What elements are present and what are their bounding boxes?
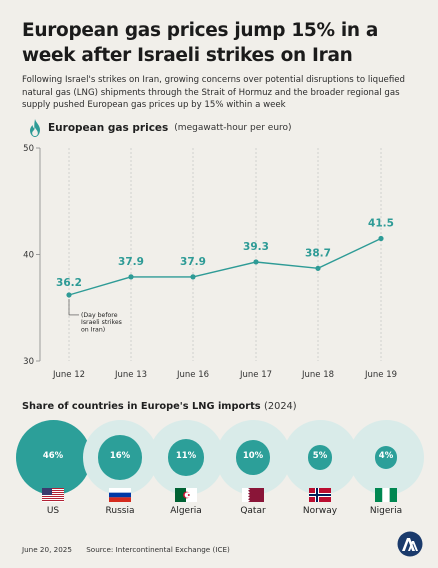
share-year: (2024) (264, 401, 297, 412)
y-tick-label: 30 (23, 357, 34, 367)
bubble-percent: 4% (378, 451, 394, 461)
page-title: European gas prices jump 15% in a week a… (22, 20, 379, 66)
x-tick-label: June 18 (301, 370, 334, 380)
nigeria-flag-icon (375, 488, 397, 502)
bubble-percent: 46% (42, 451, 64, 461)
data-point (66, 292, 72, 298)
russia-flag-icon (109, 488, 131, 502)
annotation-connector (68, 298, 79, 316)
data-point (128, 274, 134, 280)
bubble-fill (374, 446, 398, 469)
gas-price-line-chart: 30 40 50 June 12 June 13 June 16 June 17 June 1… (23, 144, 397, 380)
data-label: 38.7 (305, 247, 331, 259)
bubble-fill (15, 420, 91, 495)
qatar-flag-icon (242, 488, 264, 502)
series-line (68, 237, 382, 296)
bubble-percent: 16% (109, 451, 131, 461)
annotation-text: Israeli strikes (81, 319, 122, 326)
chart-label: European gas prices (48, 122, 169, 134)
annotation-text: (Day before (81, 312, 118, 319)
aa-logo (397, 531, 423, 557)
data-label: 41.5 (368, 218, 394, 230)
bubble-fill (167, 439, 205, 476)
bubble-item: 11% Algeria (148, 420, 224, 516)
data-point (378, 235, 384, 242)
country-label: US (46, 506, 60, 516)
data-point (190, 274, 196, 280)
x-tick-label: June 13 (114, 370, 147, 380)
country-label: Qatar (240, 506, 266, 516)
x-tick-label: June 16 (176, 370, 209, 380)
data-point (253, 259, 259, 265)
us-flag-icon (42, 488, 64, 502)
country-label: Nigeria (369, 506, 403, 516)
bubble-item: 10% Qatar (215, 420, 291, 516)
chart-unit: (megawatt-hour per euro) (174, 123, 292, 133)
country-label: Russia (105, 506, 135, 516)
bubble-percent: 5% (312, 451, 328, 461)
algeria-flag-icon (175, 488, 197, 502)
bubble-item: 16% Russia (82, 420, 158, 516)
x-tick-label: June 12 (52, 370, 85, 380)
x-tick-label: June 19 (364, 370, 397, 380)
footer-source: Source: Intercontinental Exchange (ICE) (86, 545, 230, 554)
data-label: 37.9 (180, 256, 206, 268)
share-header: Share of countries in Europe's LNG impor… (22, 401, 297, 412)
y-tick-label: 40 (23, 251, 34, 261)
bubble-fill (97, 435, 143, 480)
lng-share-bubbles: 46% US 16% Russia 11% Algeria 10% Qatar 5% Norway… (0, 420, 438, 520)
data-point (315, 265, 321, 271)
flame-icon (30, 119, 40, 137)
bubble-item: 4% Nigeria (348, 420, 424, 516)
y-tick-label: 50 (23, 144, 34, 154)
data-label: 37.9 (118, 256, 144, 268)
x-tick-label: June 17 (239, 370, 272, 380)
country-label: Norway (302, 506, 338, 516)
footer-date: June 20, 2025 (22, 545, 72, 554)
bubble-fill (235, 440, 271, 475)
data-label: 36.2 (56, 277, 82, 289)
chart-header: European gas prices (megawatt-hour per e… (28, 118, 292, 138)
page-subtitle: Following Israel's strikes on Iran, grow… (22, 75, 405, 111)
share-title: Share of countries in Europe's LNG impor… (22, 401, 261, 412)
country-label: Algeria (170, 506, 202, 516)
bubble-item: 5% Norway (282, 420, 358, 516)
bubble-fill (307, 445, 333, 470)
data-label: 39.3 (243, 241, 269, 253)
norway-flag-icon (309, 488, 331, 502)
footer: June 20, 2025 Source: Intercontinental E… (22, 545, 242, 554)
annotation-text: on Iran) (81, 326, 105, 333)
bubble-item: 46% US (15, 420, 91, 516)
bubble-percent: 11% (175, 451, 197, 461)
bubble-percent: 10% (242, 451, 264, 461)
